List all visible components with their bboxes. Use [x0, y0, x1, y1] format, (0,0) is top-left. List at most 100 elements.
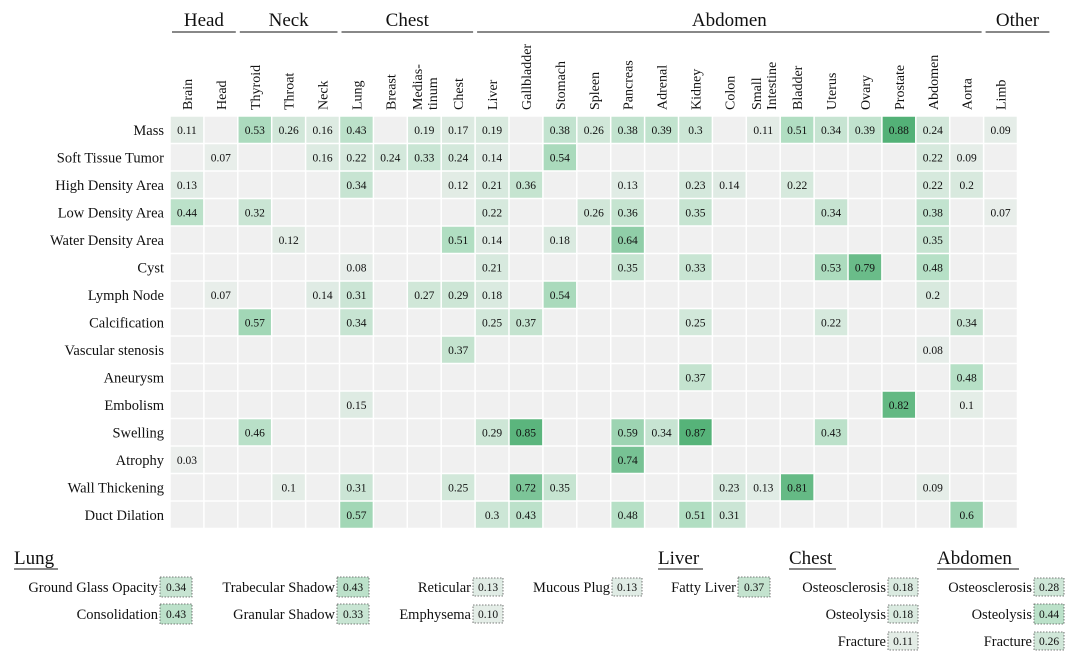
cell-value: 0.31	[346, 290, 366, 302]
cell-value: 0.35	[923, 235, 943, 247]
heatmap-cell	[441, 281, 475, 308]
heatmap-cell	[543, 116, 577, 143]
heatmap-cell	[340, 116, 373, 143]
heatmap-cell	[441, 419, 475, 446]
heatmap-cell	[984, 309, 1017, 336]
heatmap-cell	[238, 309, 271, 336]
heatmap-cell	[882, 144, 916, 171]
heatmap-cell	[306, 336, 339, 363]
column-label-line: Prostate	[893, 65, 908, 110]
heatmap-cell	[306, 419, 339, 446]
heatmap-cell	[543, 446, 577, 473]
heatmap-cell	[306, 309, 339, 336]
heatmap-cell	[882, 226, 916, 253]
heatmap-cell	[984, 391, 1017, 418]
heatmap-cell	[984, 171, 1017, 198]
finding-label: Emphysema	[399, 607, 471, 623]
finding-cell	[1033, 631, 1065, 651]
heatmap-cell	[543, 391, 577, 418]
heatmap-cell	[679, 281, 712, 308]
heatmap-cell	[916, 419, 949, 446]
cell-value: 0.54	[550, 290, 570, 302]
heatmap-cell	[374, 309, 407, 336]
heatmap-cell	[848, 309, 882, 336]
finding-label: Reticular	[418, 580, 471, 596]
heatmap-cell	[780, 446, 814, 473]
cell-value: 0.46	[245, 427, 265, 439]
cell-value: 0.53	[245, 125, 265, 137]
heatmap-cell	[408, 446, 441, 473]
heatmap-cell	[577, 446, 610, 473]
heatmap-cell	[543, 309, 577, 336]
cell-value: 0.37	[685, 372, 705, 384]
heatmap-cell	[747, 446, 780, 473]
heatmap-cell	[204, 501, 238, 528]
cell-value: 0.2	[959, 180, 974, 192]
finding-label: Ground Glass Opacity	[28, 580, 158, 596]
heatmap-cell	[984, 364, 1017, 391]
heatmap-cell	[747, 364, 780, 391]
cell-value: 0.29	[482, 427, 502, 439]
cell-value: 0.13	[618, 180, 638, 192]
heatmap-cell	[814, 419, 848, 446]
column-label: Colon	[723, 76, 738, 110]
heatmap-cell	[916, 364, 949, 391]
column-label-line: Medias-	[411, 64, 426, 110]
heatmap-cell	[713, 144, 746, 171]
finding-value: 0.13	[478, 582, 498, 594]
cell-value: 0.3	[485, 510, 500, 522]
heatmap-cell	[204, 171, 238, 198]
heatmap-cell	[780, 254, 814, 281]
heatmap-cell	[984, 226, 1017, 253]
group-headers: Head Neck Chest Abdomen Other	[172, 10, 1050, 33]
heatmap-cell	[814, 364, 848, 391]
heatmap-cell	[509, 364, 543, 391]
heatmap-cell	[950, 144, 983, 171]
heatmap-cell	[645, 419, 678, 446]
cell-value: 0.34	[821, 207, 841, 219]
cell-value: 0.33	[414, 152, 434, 164]
heatmap-cell	[916, 309, 949, 336]
heatmap-cell	[204, 116, 238, 143]
cell-value: 0.39	[855, 125, 875, 137]
finding-value: 0.18	[893, 609, 913, 621]
heatmap-cell	[272, 336, 305, 363]
heatmap-cell	[645, 391, 678, 418]
heatmap-cell	[780, 336, 814, 363]
cell-value: 0.35	[550, 482, 570, 494]
heatmap-cell	[408, 501, 441, 528]
heatmap-cell	[238, 419, 271, 446]
heatmap-cell	[645, 446, 678, 473]
heatmap-cell	[238, 199, 271, 226]
heatmap-cell	[238, 391, 271, 418]
heatmap-cell	[170, 254, 204, 281]
row-label: Water Density Area	[50, 233, 165, 249]
heatmap-cell	[509, 446, 543, 473]
heatmap-cell	[577, 281, 610, 308]
cell-value: 0.15	[346, 400, 366, 412]
group-label: Neck	[269, 10, 310, 31]
heatmap-cell	[543, 199, 577, 226]
cell-value: 0.12	[279, 235, 299, 247]
heatmap-cell	[713, 281, 746, 308]
row-label: Swelling	[112, 425, 164, 441]
row-label: Cyst	[137, 260, 164, 276]
heatmap-cell	[780, 419, 814, 446]
heatmap-cell	[984, 446, 1017, 473]
column-label-line: Head	[215, 80, 230, 110]
heatmap-cell	[747, 199, 780, 226]
finding-cell	[336, 603, 370, 625]
heatmap-cell	[340, 474, 373, 501]
column-label: Ovary	[859, 75, 874, 110]
heatmap-cell	[340, 501, 373, 528]
cell-value: 0.07	[211, 290, 231, 302]
cell-value: 0.11	[177, 125, 197, 137]
heatmap-cell	[238, 474, 271, 501]
heatmap-cell	[204, 144, 238, 171]
heatmap-cell	[950, 226, 983, 253]
heatmap-cell	[340, 226, 373, 253]
finding-value: 0.43	[166, 609, 186, 621]
heatmap-cell	[475, 364, 509, 391]
heatmap-cell	[713, 336, 746, 363]
column-label: Throat	[283, 73, 298, 110]
